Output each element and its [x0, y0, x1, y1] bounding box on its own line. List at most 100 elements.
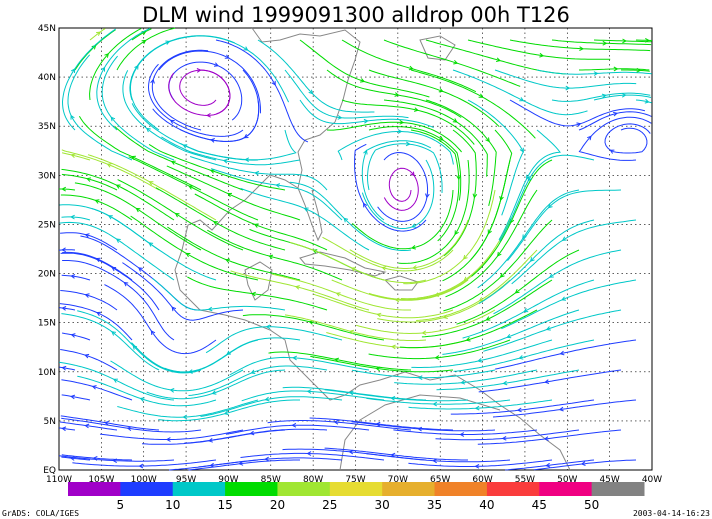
- streamline-arrow: [565, 85, 571, 91]
- streamline-arrow: [126, 426, 132, 431]
- streamline: [467, 39, 611, 60]
- streamline-arrow: [112, 458, 118, 464]
- cuba-coast: [299, 251, 387, 277]
- colorbar-tick-label: 20: [270, 498, 285, 512]
- lon-label: 55W: [515, 475, 535, 485]
- streamline-arrow: [206, 112, 211, 118]
- lat-label: 30N: [38, 171, 56, 181]
- streamline-arrow: [558, 406, 564, 412]
- streamline-arrow: [96, 31, 101, 36]
- streamline-arrow: [100, 66, 105, 72]
- streamline-arrow: [485, 137, 490, 143]
- streamline: [322, 236, 454, 272]
- streamline: [101, 55, 175, 161]
- longitude-labels: 110W 105W 100W 95W 90W 85W 80W 75W 70W 65W 60W 55W 5…: [46, 475, 662, 485]
- streamline: [215, 39, 309, 143]
- colorbar-tick-label: 15: [217, 498, 232, 512]
- footer-right: 2003-04-14-16:23: [633, 509, 710, 518]
- streamline-arrow: [70, 114, 75, 120]
- streamline-arrow: [487, 229, 492, 235]
- streamline: [289, 181, 412, 251]
- streamline-arrow: [497, 251, 502, 257]
- streamline-arrow: [613, 66, 619, 72]
- streamline-arrow: [169, 388, 175, 393]
- streamline: [284, 314, 427, 341]
- streamline-arrow: [529, 257, 535, 262]
- streamline-arrow: [226, 350, 232, 355]
- streamline: [210, 168, 343, 221]
- streamline-arrow: [411, 223, 417, 228]
- streamline: [383, 167, 419, 211]
- streamline-arrow: [335, 292, 341, 297]
- streamline: [289, 241, 427, 284]
- streamline: [158, 50, 262, 114]
- streamline: [62, 251, 133, 281]
- streamline: [310, 355, 454, 373]
- streamline: [452, 69, 588, 116]
- streamline: [366, 143, 443, 194]
- streamline-arrow: [61, 186, 67, 192]
- streamline-arrow: [519, 147, 524, 153]
- streamline-arrow: [474, 463, 480, 469]
- lon-label: 45W: [599, 475, 619, 485]
- streamline-arrow: [579, 46, 585, 51]
- lon-label: 100W: [131, 475, 157, 485]
- streamline-arrow: [363, 202, 368, 208]
- streamline: [377, 151, 429, 222]
- streamline-arrow: [474, 405, 480, 411]
- streamline-arrow: [410, 245, 416, 250]
- colorbar-swatch: [539, 482, 593, 496]
- streamline-arrow: [306, 451, 312, 456]
- streamline: [456, 249, 580, 325]
- streamline-arrow: [381, 266, 387, 271]
- streamline-arrow: [375, 366, 381, 372]
- streamline-arrow: [456, 175, 461, 181]
- latitude-labels: 45N 40N 35N 30N 25N 20N 15N 10N 5N EQ: [38, 24, 56, 476]
- streamline: [326, 121, 462, 153]
- streamline-arrow: [61, 247, 67, 253]
- streamline-arrow: [343, 217, 349, 223]
- streamline: [478, 219, 595, 305]
- streamline: [128, 156, 259, 221]
- streamline-arrow: [188, 185, 194, 190]
- streamline: [394, 369, 538, 385]
- streamline-arrow: [363, 118, 369, 124]
- colorbar-tick-label: 45: [532, 498, 547, 512]
- streamline: [337, 131, 454, 165]
- streamline: [74, 29, 116, 71]
- streamline-arrow: [622, 38, 628, 44]
- lon-label: 40W: [642, 475, 662, 485]
- streamline: [425, 99, 497, 207]
- streamline: [189, 156, 328, 191]
- streamline-arrow: [238, 461, 244, 466]
- colorbar-tick-label: 50: [584, 498, 599, 512]
- streamline: [368, 339, 511, 360]
- streamline: [400, 219, 511, 300]
- streamline-arrow: [465, 337, 471, 342]
- streamline-arrow: [425, 193, 430, 199]
- streamline-arrow: [477, 358, 483, 363]
- streamline-arrow: [185, 252, 191, 258]
- streamline-arrow: [502, 380, 508, 386]
- newfoundland-coast: [419, 35, 456, 61]
- streamline-arrow: [84, 293, 90, 298]
- streamline-arrow: [561, 296, 567, 301]
- streamline: [536, 69, 652, 75]
- streamline: [122, 70, 217, 161]
- streamline-arrow: [460, 379, 466, 385]
- streamline: [152, 278, 286, 311]
- streamline: [104, 284, 217, 355]
- streamline-arrow: [434, 355, 440, 360]
- lon-label: 75W: [345, 475, 365, 485]
- streamline-arrow: [644, 98, 650, 104]
- streamline: [354, 143, 427, 232]
- streamline: [324, 447, 468, 461]
- streamline-arrow: [548, 273, 554, 278]
- streamline: [361, 159, 435, 230]
- streamline-arrow: [580, 461, 586, 466]
- streamline: [499, 154, 595, 242]
- streamline: [61, 28, 116, 131]
- streamline-arrow: [519, 97, 525, 102]
- streamline: [59, 303, 133, 341]
- streamline: [155, 187, 286, 251]
